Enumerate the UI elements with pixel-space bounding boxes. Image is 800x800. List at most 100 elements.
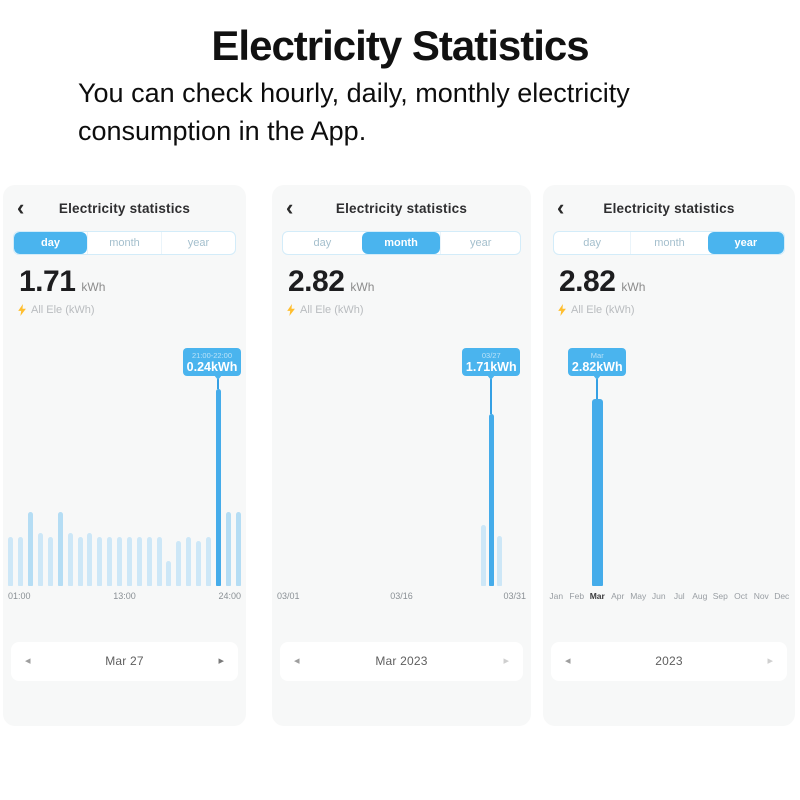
chart-bar[interactable] — [126, 536, 132, 586]
chart-bar[interactable] — [215, 388, 221, 586]
prev-arrow-icon[interactable]: ◂ — [25, 654, 31, 667]
axis-label: Aug — [692, 590, 708, 601]
chart-bar[interactable] — [117, 536, 123, 586]
date-selector: ◂ Mar 27 ▸ — [11, 641, 238, 681]
prev-arrow-icon[interactable]: ◂ — [294, 654, 300, 667]
chart-bar[interactable] — [186, 536, 192, 586]
chart-bar[interactable] — [67, 532, 73, 586]
prev-arrow-icon[interactable]: ◂ — [565, 654, 571, 667]
date-selector: ◂ 2023 ▸ — [551, 641, 787, 681]
app-screen-year: ‹ Electricity statistics day month year … — [543, 184, 795, 726]
axis-label: Jun — [651, 590, 666, 601]
total-value: 2.82 kWh — [559, 265, 795, 299]
chart-bar[interactable] — [97, 536, 103, 586]
tab-day[interactable]: day — [283, 232, 362, 254]
chart-bar[interactable] — [38, 532, 44, 586]
total-amount: 2.82 — [288, 264, 345, 298]
chart-bar[interactable] — [87, 532, 93, 586]
chart-bar[interactable] — [235, 511, 241, 586]
date-label: 2023 — [655, 654, 683, 669]
total-value: 1.71 kWh — [19, 265, 246, 299]
axis-label: 03/01 — [277, 590, 300, 601]
chart-bar[interactable] — [480, 524, 486, 586]
period-tabs: day month year — [553, 230, 785, 255]
x-axis: 03/01 03/16 03/31 — [275, 588, 528, 604]
tooltip-range: 03/27 — [481, 350, 501, 360]
tab-year[interactable]: year — [161, 231, 235, 254]
axis-label: 03/31 — [503, 590, 526, 601]
chart-bar[interactable] — [136, 536, 142, 586]
chart-bar[interactable] — [205, 536, 211, 586]
chart-bar[interactable] — [107, 536, 113, 586]
tooltip-stem — [490, 378, 493, 414]
chart-bar[interactable] — [18, 536, 24, 586]
next-arrow-icon[interactable]: ▸ — [218, 654, 224, 667]
back-icon[interactable]: ‹ — [17, 194, 25, 220]
chart-bar[interactable] — [496, 535, 502, 586]
tab-month[interactable]: month — [630, 231, 707, 254]
chart-bar[interactable] — [47, 536, 53, 586]
screen-title: Electricity statistics — [603, 200, 735, 216]
chart-bar[interactable] — [196, 540, 202, 586]
lightning-icon — [558, 303, 566, 316]
tab-day[interactable]: day — [14, 231, 87, 254]
total-unit: kWh — [621, 279, 646, 294]
tooltip-range: Mar — [590, 350, 604, 360]
tooltip-value: 1.71kWh — [465, 360, 517, 375]
chart-bar[interactable] — [57, 511, 63, 586]
tab-month[interactable]: month — [87, 231, 161, 254]
tooltip-pointer-icon — [214, 374, 223, 380]
back-icon[interactable]: ‹ — [557, 194, 565, 220]
chart-bar[interactable] — [77, 536, 83, 586]
axis-label: Mar — [589, 590, 605, 601]
next-arrow-icon[interactable]: ▸ — [767, 654, 773, 667]
tab-day[interactable]: day — [554, 232, 630, 254]
legend-label: All Ele (kWh) — [31, 303, 95, 316]
chart-bar[interactable] — [8, 536, 14, 586]
bar-chart: Mar 2.82kWh — [546, 340, 792, 586]
chart-bar[interactable] — [166, 560, 172, 586]
x-axis: Jan Feb Mar Apr May Jun Jul Aug Sep Oct Nov Dec — [546, 588, 792, 604]
legend: All Ele (kWh) — [287, 303, 531, 317]
axis-label: Apr — [611, 590, 625, 601]
chart-bar[interactable] — [591, 398, 603, 586]
axis-label: 13:00 — [113, 590, 136, 601]
screen-title: Electricity statistics — [58, 200, 191, 216]
screen-header: ‹ Electricity statistics — [543, 194, 795, 221]
bar-chart: 03/27 1.71kWh — [275, 340, 528, 586]
screenshots-row: ‹ Electricity statistics day month year … — [0, 184, 800, 726]
page-title: Electricity Statistics — [211, 22, 589, 69]
axis-label: Nov — [753, 590, 769, 601]
tooltip-value: 2.82kWh — [571, 360, 623, 375]
chart-bar[interactable] — [225, 511, 231, 586]
axis-label: 24:00 — [218, 590, 241, 601]
chart-bar[interactable] — [488, 413, 494, 586]
screen-header: ‹ Electricity statistics — [272, 194, 531, 221]
lightning-icon — [287, 303, 295, 316]
lightning-icon — [18, 303, 26, 316]
chart-tooltip: 21:00-22:00 0.24kWh — [183, 347, 241, 376]
chart-bar[interactable] — [156, 536, 162, 586]
chart-bar[interactable] — [28, 511, 34, 586]
axis-label: Dec — [774, 590, 790, 601]
date-selector: ◂ Mar 2023 ▸ — [280, 641, 523, 681]
back-icon[interactable]: ‹ — [286, 194, 294, 220]
axis-label: Oct — [734, 590, 748, 601]
x-axis: 01:00 13:00 24:00 — [6, 588, 243, 604]
tooltip-stem — [217, 378, 220, 389]
tooltip-range: 21:00-22:00 — [191, 350, 233, 360]
total-amount: 1.71 — [19, 264, 76, 298]
legend-label: All Ele (kWh) — [300, 303, 364, 316]
total-unit: kWh — [81, 279, 106, 294]
chart-tooltip: 03/27 1.71kWh — [462, 347, 521, 376]
period-tabs: day month year — [13, 230, 236, 255]
date-label: Mar 27 — [105, 654, 144, 669]
tab-year[interactable]: year — [707, 231, 784, 254]
legend: All Ele (kWh) — [18, 303, 246, 317]
tab-year[interactable]: year — [440, 231, 520, 254]
chart-bar[interactable] — [146, 536, 152, 586]
next-arrow-icon[interactable]: ▸ — [503, 654, 509, 667]
tab-month[interactable]: month — [361, 231, 441, 254]
chart-tooltip: Mar 2.82kWh — [568, 347, 627, 376]
chart-bar[interactable] — [176, 540, 182, 586]
